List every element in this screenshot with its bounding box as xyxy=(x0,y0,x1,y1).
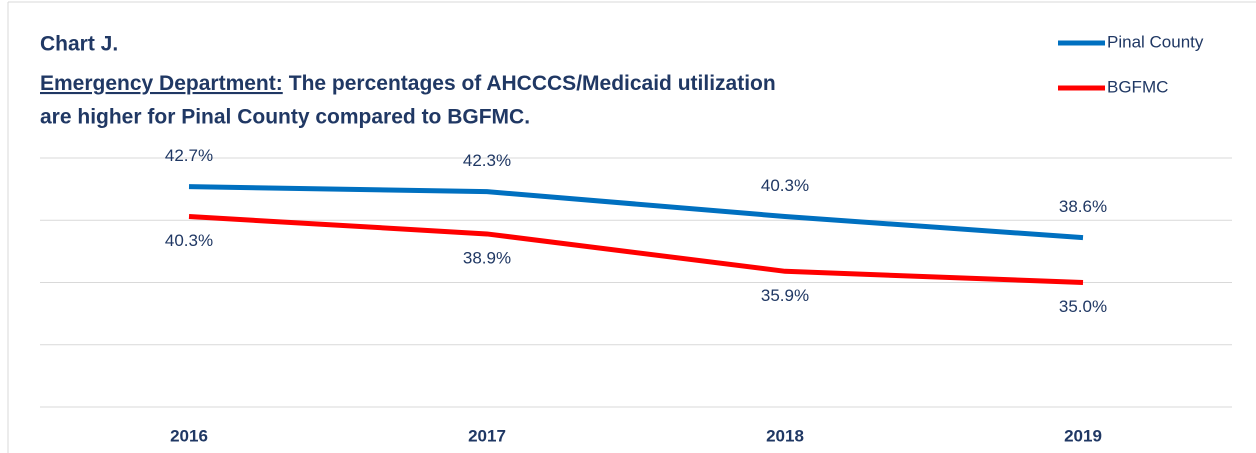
series-line xyxy=(188,214,1084,285)
data-label: 35.9% xyxy=(761,286,809,305)
data-label: 38.9% xyxy=(463,248,511,267)
data-label: 40.3% xyxy=(165,231,213,250)
data-label: 35.0% xyxy=(1059,297,1107,316)
series-line xyxy=(188,184,1084,241)
x-tick-label: 2017 xyxy=(468,426,506,445)
chart-title: Chart J. xyxy=(40,33,118,56)
subtitle-line: The percentages of AHCCCS/Medicaid utili… xyxy=(289,72,776,95)
data-label: 42.3% xyxy=(463,151,511,170)
legend-label: BGFMC xyxy=(1107,77,1168,96)
data-label: 40.3% xyxy=(761,176,809,195)
x-tick-label: 2016 xyxy=(170,426,208,445)
x-tick-label: 2018 xyxy=(766,426,804,445)
chart-subtitle: Emergency Department: The percentages of … xyxy=(40,72,776,95)
legend-label: Pinal County xyxy=(1107,32,1204,51)
x-tick-label: 2019 xyxy=(1064,426,1102,445)
data-label: 38.6% xyxy=(1059,197,1107,216)
subtitle-line: are higher for Pinal County compared to … xyxy=(40,106,530,129)
subtitle-lead: Emergency Department: xyxy=(40,72,283,95)
data-label: 42.7% xyxy=(165,146,213,165)
